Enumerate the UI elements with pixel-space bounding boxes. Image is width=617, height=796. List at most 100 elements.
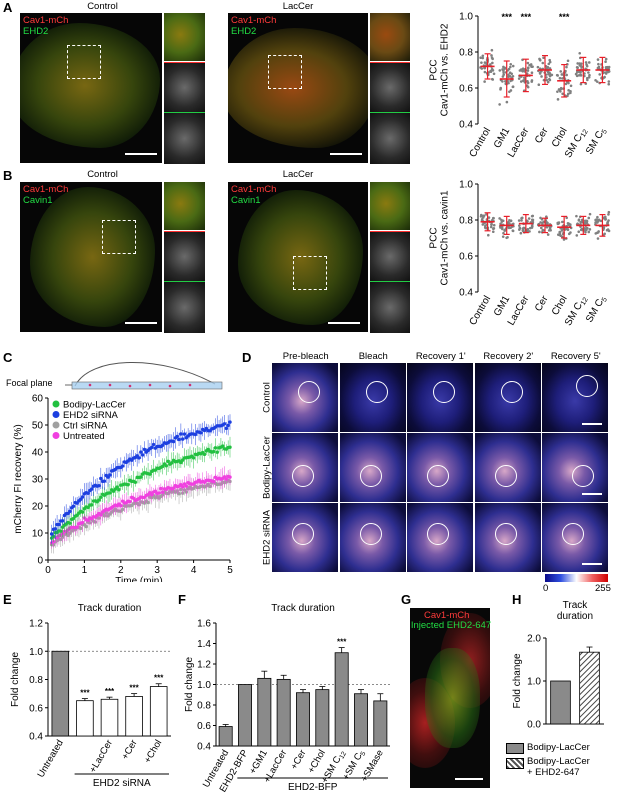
d-scale-bar (582, 423, 602, 425)
data-point (80, 495, 85, 499)
y-axis-label: mCherry FI recovery (%) (13, 424, 24, 533)
data-point (560, 229, 564, 232)
d-column-header: Recovery 2' (483, 351, 534, 362)
category-label: +Cer (289, 748, 309, 772)
data-point (49, 532, 54, 536)
y-tick-label: 1.0 (459, 12, 473, 23)
data-point (507, 81, 510, 85)
data-point (603, 232, 606, 236)
data-point (84, 524, 88, 529)
data-point (170, 461, 174, 465)
c-focal-plane-schematic (65, 362, 223, 390)
y-tick-label: 0.6 (459, 252, 473, 263)
x-tick-label: 4 (191, 565, 197, 576)
x-tick-label: 5 (227, 565, 233, 576)
data-point (604, 217, 607, 221)
data-point (538, 57, 541, 61)
significance-mark: *** (559, 12, 570, 22)
data-point (583, 226, 587, 230)
category-label-main: +Cer (289, 748, 309, 772)
category-label-sub: 12 (338, 750, 348, 760)
data-point (605, 228, 609, 232)
data-point (164, 464, 168, 468)
a-lacCer-inset-merge (370, 13, 410, 61)
data-point (525, 72, 529, 75)
category-label: SM C5 (584, 294, 609, 325)
significance-mark: *** (129, 684, 139, 693)
d-column-header: Bleach (358, 351, 388, 362)
y-tick-label: 1.2 (29, 619, 43, 630)
data-point (546, 221, 549, 225)
data-point (559, 90, 562, 93)
data-point (548, 72, 552, 76)
data-point (159, 486, 163, 491)
d-row-label: Control (261, 382, 273, 413)
data-point (492, 223, 496, 227)
data-point (579, 62, 583, 65)
data-point (228, 475, 232, 479)
category-label-sub: 12 (580, 296, 590, 306)
d-lut-min-label: 0 (543, 583, 549, 594)
data-point (520, 219, 523, 222)
data-point (522, 226, 525, 230)
significance-mark: *** (105, 687, 115, 696)
y-axis-label-line: mCherry FI recovery (%) (13, 424, 24, 533)
x-tick-label: 0 (45, 565, 51, 576)
d-bleach-roi-circle (298, 381, 320, 403)
data-point (557, 88, 561, 91)
data-point (108, 491, 112, 495)
data-point (585, 219, 588, 223)
chart-title: Track (563, 600, 589, 611)
data-point (558, 232, 562, 236)
data-point (480, 217, 484, 221)
legend-label: Untreated (63, 431, 105, 442)
b-control-ch1-label: Cav1-mCh (23, 184, 69, 195)
bar (550, 680, 571, 725)
g-ch1-label: Cav1-mCh (424, 610, 470, 621)
data-point (585, 76, 589, 80)
data-point (558, 76, 562, 80)
y-tick-label: 0.0 (527, 720, 541, 731)
data-point (545, 215, 548, 218)
data-point (500, 220, 504, 223)
data-point (102, 479, 107, 483)
d-frap-image (542, 503, 608, 572)
data-point (567, 232, 571, 236)
data-point (548, 67, 552, 70)
data-point (585, 64, 589, 68)
y-tick-label: 0.8 (459, 216, 473, 227)
group-label: EHD2 siRNA (93, 778, 151, 789)
c-recovery-line-chart: 0 10 20 30 40 50 60 0 1 2 3 4 5 Time (min) mCherry FI … (13, 394, 233, 583)
data-point (504, 79, 507, 83)
x-axis-label: Time (min) (115, 576, 162, 582)
data-point (556, 98, 560, 101)
data-point (489, 225, 493, 229)
data-point (80, 510, 85, 514)
data-point (177, 437, 181, 442)
data-point (526, 61, 530, 65)
data-point (548, 60, 552, 64)
data-point (179, 460, 183, 465)
b-lacCer-scale-bar (328, 322, 360, 324)
data-point (492, 216, 495, 220)
b-lacCer-ch2-label: Cavin1 (231, 195, 261, 206)
data-point (483, 66, 487, 70)
data-point (126, 483, 130, 487)
data-point (89, 487, 94, 491)
data-point (594, 232, 598, 235)
data-point (480, 61, 483, 64)
data-point (566, 92, 570, 96)
data-point (575, 70, 579, 74)
d-bleach-roi-circle (292, 523, 314, 545)
d-scale-bar (582, 563, 602, 565)
data-point (508, 71, 512, 75)
y-tick-label: 0.8 (29, 675, 43, 686)
data-point (526, 66, 530, 70)
data-point (555, 73, 559, 77)
data-point (519, 80, 523, 83)
data-point (211, 449, 216, 454)
data-point (180, 437, 185, 441)
legend-swatch (52, 411, 60, 418)
data-point (604, 67, 608, 70)
category-label-sub: 5 (360, 750, 368, 757)
